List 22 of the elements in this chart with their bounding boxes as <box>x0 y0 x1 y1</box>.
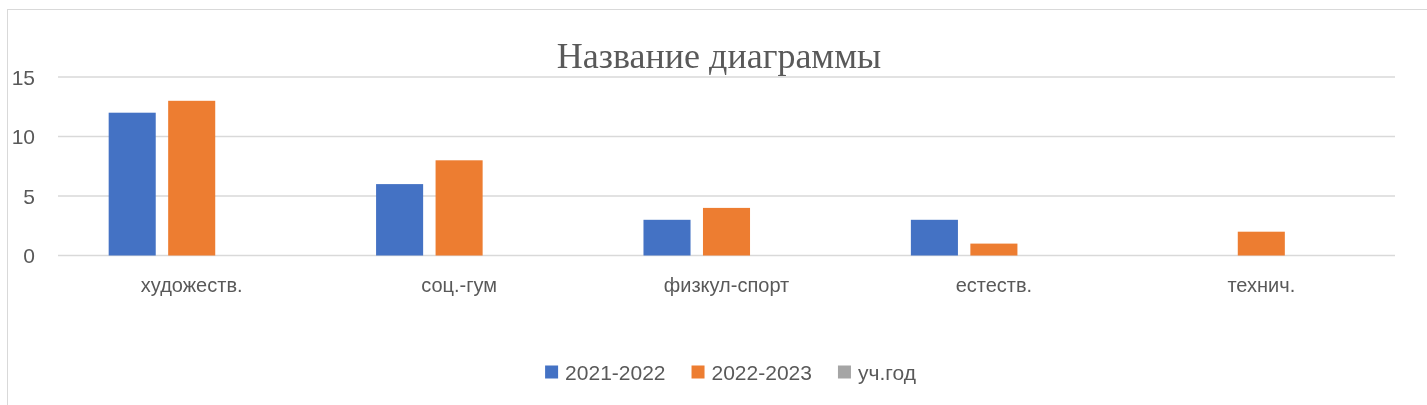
y-tick-label: 5 <box>23 184 35 208</box>
bar <box>970 243 1018 256</box>
chart-title: Название диаграммы <box>556 36 882 76</box>
bar <box>702 207 751 256</box>
bar <box>108 112 156 256</box>
bar <box>910 219 958 256</box>
x-tick-label: технич. <box>1227 274 1296 296</box>
legend-label: 2022-2023 <box>711 360 812 384</box>
x-tick-label: физкул-спорт <box>663 274 790 296</box>
x-tick-label: художеств. <box>140 274 243 296</box>
bar <box>376 184 424 256</box>
legend-label: 2021-2022 <box>565 360 666 384</box>
y-tick-label: 0 <box>23 244 35 267</box>
legend-label: уч.год <box>857 360 916 384</box>
bar <box>1237 231 1285 256</box>
y-tick-label: 15 <box>11 65 35 89</box>
x-tick-label: естеств. <box>955 274 1033 296</box>
y-tick-label: 10 <box>11 125 35 148</box>
bar <box>435 160 483 256</box>
x-tick-label: соц.-гум <box>421 274 498 296</box>
bar <box>168 100 216 256</box>
bar <box>643 219 691 256</box>
